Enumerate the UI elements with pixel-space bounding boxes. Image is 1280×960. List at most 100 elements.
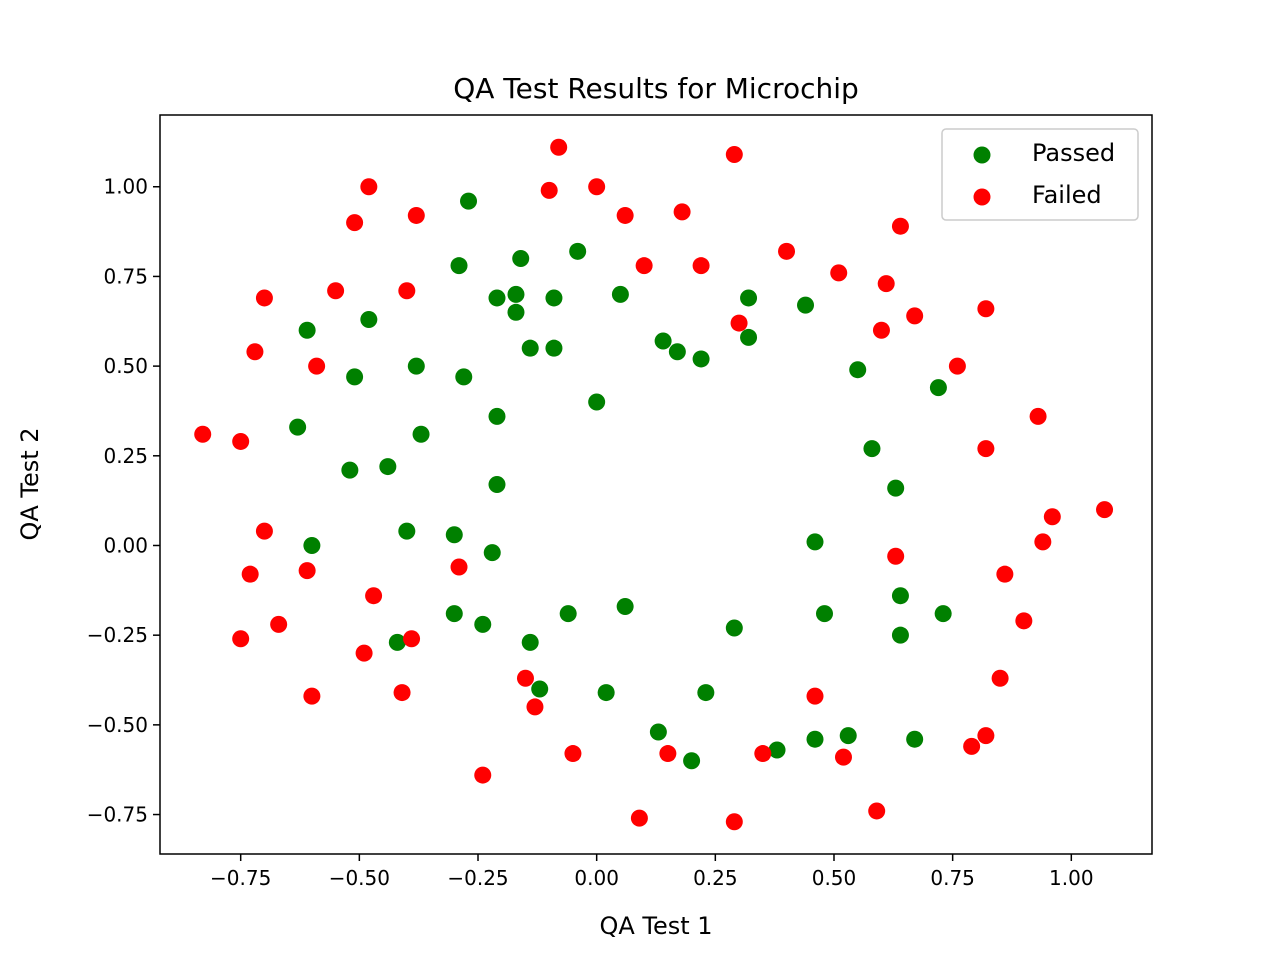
passed-point (559, 605, 577, 623)
passed-point (668, 343, 686, 361)
legend-marker-failed (973, 188, 991, 206)
failed-point (526, 698, 544, 716)
passed-point (341, 461, 359, 479)
passed-point (388, 633, 406, 651)
passed-point (488, 289, 506, 307)
failed-point (255, 289, 273, 307)
y-tick-label: 1.00 (103, 175, 148, 199)
passed-point (507, 285, 525, 303)
failed-point (450, 558, 468, 576)
failed-point (365, 587, 383, 605)
failed-point (550, 138, 568, 156)
passed-point (445, 526, 463, 544)
y-tick-label: 0.00 (103, 533, 148, 557)
failed-point (877, 275, 895, 293)
passed-point (697, 684, 715, 702)
y-tick-label: 0.25 (103, 444, 148, 468)
passed-point (521, 633, 539, 651)
failed-point (891, 217, 909, 235)
passed-point (725, 619, 743, 637)
failed-point (991, 669, 1009, 687)
failed-point (327, 282, 345, 300)
failed-point (977, 727, 995, 745)
passed-point (379, 458, 397, 476)
failed-point (232, 630, 250, 648)
x-tick-label: 1.00 (1049, 866, 1094, 890)
failed-point (730, 314, 748, 332)
legend-label-failed: Failed (1032, 181, 1102, 209)
x-tick-label: −0.50 (329, 866, 390, 890)
passed-point (654, 332, 672, 350)
failed-point (194, 425, 212, 443)
passed-point (298, 321, 316, 339)
failed-point (540, 181, 558, 199)
plot-area (159, 114, 1153, 855)
x-axis-ticks: −0.75 −0.50 −0.25 0.00 0.25 0.50 0.75 1.00 (210, 854, 1094, 890)
passed-point (740, 328, 758, 346)
passed-point (398, 522, 416, 540)
passed-point (588, 393, 606, 411)
passed-point (545, 289, 563, 307)
passed-point (768, 741, 786, 759)
passed-point (488, 476, 506, 493)
failed-point (616, 206, 634, 224)
passed-point (649, 723, 667, 741)
failed-point (630, 809, 648, 827)
legend-label-passed: Passed (1032, 139, 1115, 167)
failed-point (963, 737, 981, 755)
y-axis-ticks: −0.75 −0.50 −0.25 0.00 0.25 0.50 0.75 1.00 (87, 175, 160, 827)
passed-point (531, 680, 549, 698)
passed-point (891, 587, 909, 605)
failed-point (806, 687, 824, 705)
passed-point (891, 626, 909, 644)
legend-marker-passed (973, 146, 991, 164)
passed-point (863, 440, 881, 458)
passed-point (906, 730, 924, 748)
passed-point (460, 192, 478, 210)
failed-point (398, 282, 416, 300)
passed-point (692, 350, 710, 368)
passed-point (545, 339, 563, 357)
failed-point (673, 203, 691, 221)
passed-point (346, 368, 364, 386)
passed-point (683, 752, 701, 770)
x-tick-label: −0.75 (210, 866, 271, 890)
passed-point (887, 479, 905, 497)
failed-point (1096, 501, 1114, 519)
passed-point (455, 368, 473, 386)
failed-point (407, 206, 425, 224)
failed-point (692, 257, 710, 275)
y-tick-label: −0.25 (87, 623, 148, 647)
series-failed (194, 138, 1114, 831)
failed-point (1043, 508, 1061, 526)
failed-point (977, 440, 995, 458)
passed-point (303, 536, 321, 554)
failed-point (403, 630, 421, 648)
passed-point (450, 257, 468, 275)
passed-point (360, 310, 378, 328)
failed-point (516, 669, 534, 687)
passed-point (512, 249, 530, 267)
failed-point (270, 615, 288, 633)
failed-point (659, 745, 677, 763)
passed-point (507, 303, 525, 321)
failed-point (1034, 533, 1052, 551)
passed-point (839, 727, 857, 745)
failed-point (241, 565, 259, 583)
passed-point (740, 289, 758, 307)
failed-point (303, 687, 321, 705)
passed-point (611, 285, 629, 303)
failed-point (393, 684, 411, 702)
failed-point (308, 357, 326, 375)
failed-point (725, 145, 743, 163)
y-axis-label: QA Test 2 (16, 427, 44, 540)
y-tick-label: −0.50 (87, 713, 148, 737)
passed-point (569, 242, 587, 260)
passed-point (806, 730, 824, 748)
legend: Passed Failed (941, 128, 1139, 221)
x-tick-label: 0.00 (574, 866, 619, 890)
passed-point (616, 597, 634, 615)
x-tick-label: 0.75 (930, 866, 975, 890)
failed-point (355, 644, 373, 662)
passed-point (483, 544, 501, 562)
